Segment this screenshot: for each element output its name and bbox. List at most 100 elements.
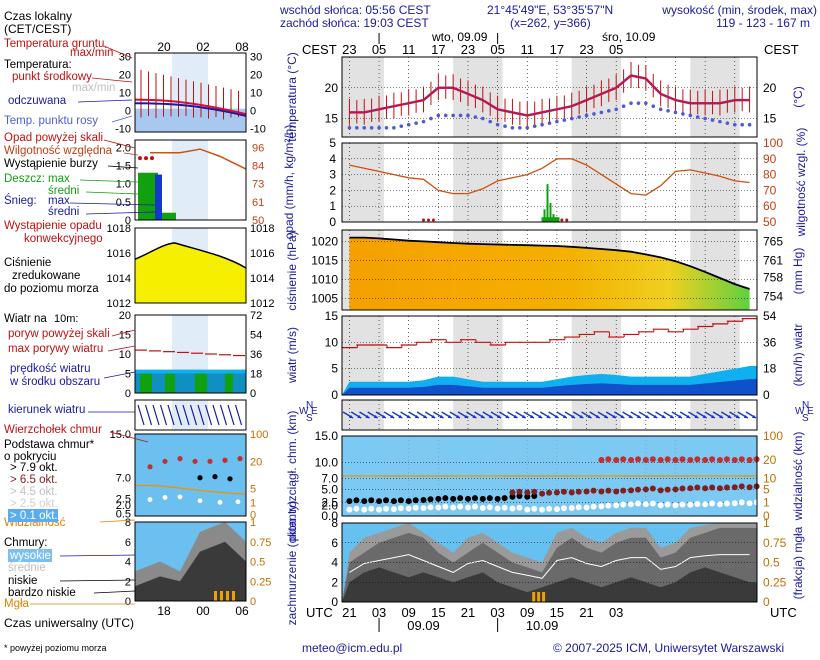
cloud-base-dot (457, 495, 463, 501)
conv-marker (565, 219, 568, 222)
legend-y-tick: 8 (125, 517, 131, 529)
y-tick-left: 1 (329, 199, 336, 213)
cloud-base-dot (554, 490, 560, 496)
y-label-left: ciśnienie (hPa) (285, 231, 299, 310)
y-tick-left: 0 (329, 215, 336, 229)
legend-y-tick: 0.5 (250, 557, 265, 569)
cloud-base-dot (687, 502, 693, 508)
legend-top-hour: 02 (196, 40, 210, 54)
legend-snow-label: Śnieg: (4, 194, 37, 207)
dew-dot (503, 124, 507, 128)
y-tick-right: 15 (763, 112, 777, 126)
legend-y-tick: 96 (252, 142, 264, 154)
y-tick-right: 20 (763, 81, 777, 95)
legend-conv-2: konwekcyjnego (24, 233, 103, 245)
dew-dot (422, 120, 426, 124)
y-tick-left: 10.0 (315, 456, 339, 470)
bottom-date: 10.09 (526, 618, 559, 633)
legend-cloud-top (207, 459, 212, 464)
dew-dot (429, 117, 433, 121)
top-hour-label: 05 (372, 42, 386, 57)
dew-dot (570, 117, 574, 121)
dew-dot (592, 112, 596, 116)
legend-okt-level: > 6.5 okt. (10, 474, 58, 486)
utc-left: UTC (306, 605, 333, 620)
dew-dot (533, 124, 537, 128)
cloud-base-dot (487, 495, 493, 501)
y-tick-left: 2 (331, 575, 338, 589)
legend-cloud-base (227, 476, 232, 481)
legend-wind-green (165, 374, 175, 394)
y-label-right: widzialność (km) (791, 432, 805, 522)
cloud-base-dot (665, 487, 671, 493)
legend-fog (214, 591, 217, 601)
legend-storm (138, 156, 142, 160)
dew-dot (607, 109, 611, 113)
cloud-base-dot (613, 488, 619, 494)
legend-y-tick: 10 (250, 88, 262, 100)
cloud-base-dot (435, 504, 441, 510)
y-tick-left: 5 (329, 136, 336, 150)
dew-dot (585, 114, 589, 118)
utc-right: UTC (770, 605, 797, 620)
conv-marker (560, 219, 563, 222)
sunrise: wschód słońca: 05:56 CEST (279, 3, 431, 17)
cloud-base-dot (361, 498, 367, 504)
cloud-base-dot (605, 456, 611, 462)
y-tick-right: 20 (763, 453, 777, 467)
cloud-base-dot (591, 504, 597, 510)
cloud-base-dot (747, 484, 753, 490)
legend-y-tick: 1 (250, 497, 256, 509)
y-tick-left: 0 (331, 388, 338, 402)
cloud-base-dot (709, 500, 715, 506)
y-tick-right: 70 (763, 183, 777, 197)
y-tick-left: 3 (329, 168, 336, 182)
legend-okt-level: > 2.5 okt. (10, 498, 58, 510)
y-tick-right: 50 (763, 215, 777, 229)
cloud-base-dot (361, 507, 367, 513)
dew-dot (674, 111, 678, 115)
email[interactable]: meteo@icm.edu.pl (302, 641, 402, 655)
cloud-base-dot (546, 490, 552, 496)
legend-connector (94, 591, 135, 593)
dew-dot (348, 126, 352, 130)
top-hour-label: 23 (342, 42, 356, 57)
cloud-base-dot (413, 497, 419, 503)
cloud-base-dot (732, 484, 738, 490)
cloud-base-dot (635, 487, 641, 493)
cloud-base-dot (620, 456, 626, 462)
dew-dot (563, 118, 567, 122)
legend-pressure-2: zredukowane (12, 270, 80, 282)
legend-y-tick: 36 (250, 349, 262, 361)
cloud-base-dot (650, 500, 656, 506)
legend-y-tick: 1012 (107, 298, 131, 310)
cloud-base-dot (724, 456, 730, 462)
bottom-hour-label: 03 (490, 605, 504, 620)
cloud-base-dot (709, 484, 715, 490)
legend-max-gust: max porywy wiatru (8, 343, 103, 355)
y-tick-right: 0.5 (763, 556, 780, 570)
cloud-base-dot (368, 497, 374, 503)
sunset: zachód słońca: 19:03 CEST (280, 16, 429, 30)
legend-y-tick: 72 (250, 310, 262, 322)
legend-wind-dir: kierunek wiatru (8, 404, 85, 416)
cloud-base-dot (584, 504, 590, 510)
dew-dot (466, 114, 470, 118)
bottom-hour-label: 03 (609, 605, 623, 620)
y-tick-right: 1 (763, 496, 770, 510)
legend-humidity-label: Wilgotność względna (4, 145, 113, 157)
legend-y-tick: 0 (125, 596, 131, 608)
legend-y-tick: 0.25 (250, 576, 271, 588)
dew-dot (733, 123, 737, 127)
cloud-base-dot (747, 457, 753, 463)
night-band (690, 400, 739, 430)
legend-y-tick: 1 (250, 517, 256, 529)
cloud-base-dot (732, 457, 738, 463)
altitude-label: wysokość (min, środek, max) (661, 3, 817, 17)
dew-dot (540, 123, 544, 127)
dew-dot (399, 124, 403, 128)
cloud-base-dot (531, 489, 537, 495)
y-tick-left: 5 (331, 362, 338, 376)
fog-bar (532, 592, 535, 602)
